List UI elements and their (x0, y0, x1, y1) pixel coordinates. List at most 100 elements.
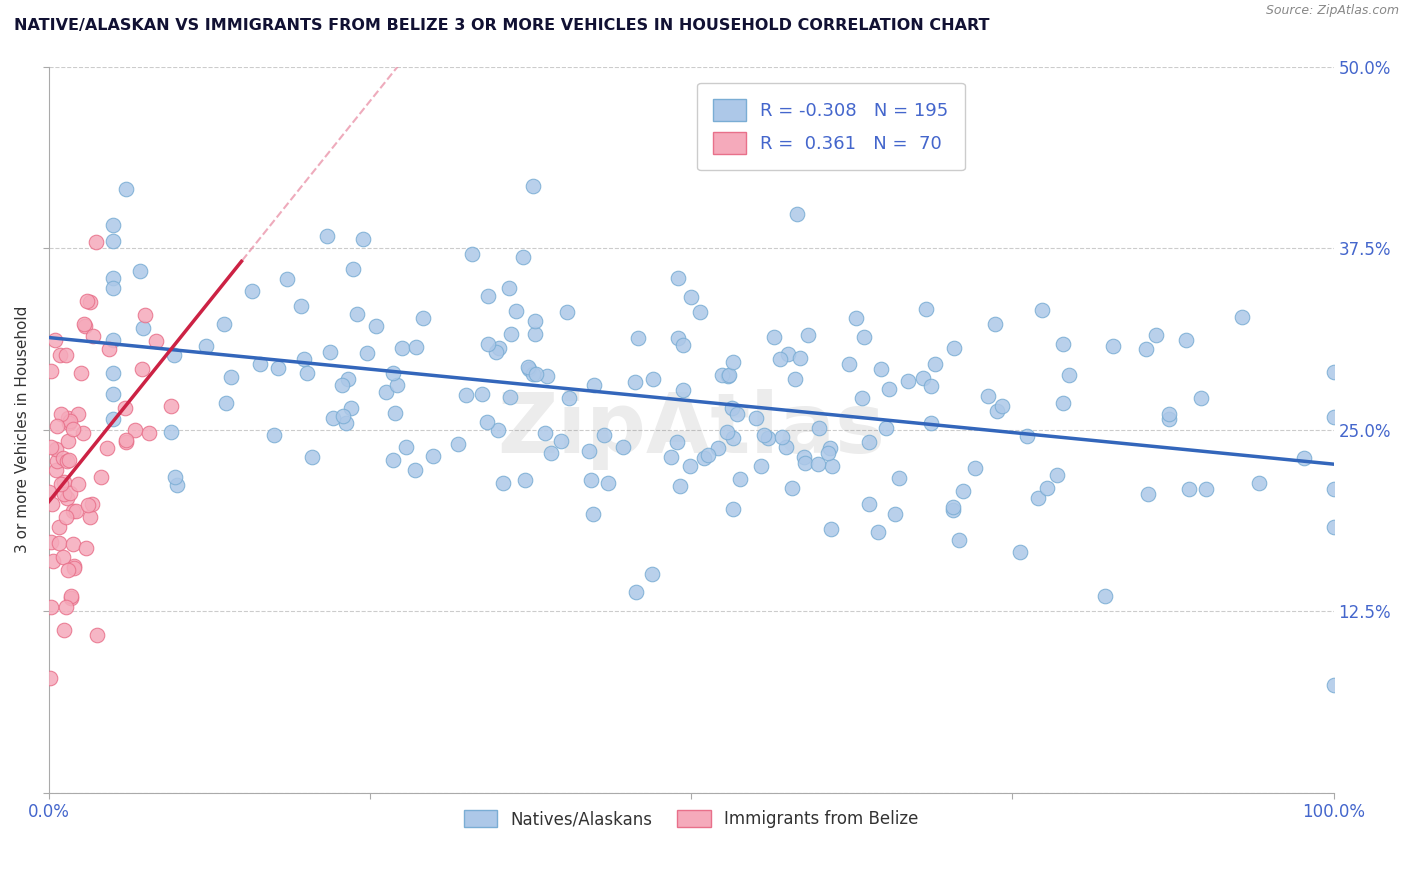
Point (1175, 334, 1198, 348)
Point (42, 554, 65, 568)
Point (838, 357, 860, 371)
Point (49, 407, 72, 421)
Point (454, 387, 477, 401)
Point (352, 232, 374, 246)
Point (46, 454, 69, 468)
Point (55, 600, 77, 615)
Point (58, 486, 80, 500)
Point (52, 623, 75, 637)
Point (681, 290, 703, 304)
Point (470, 387, 492, 401)
Point (82, 329, 104, 343)
Point (752, 427, 775, 442)
Point (505, 304, 527, 318)
Point (1157, 412, 1180, 426)
Point (1322, 678, 1344, 692)
Point (342, 261, 364, 276)
Point (624, 375, 647, 389)
Point (55, 454, 77, 468)
Point (240, 284, 263, 298)
Point (770, 430, 793, 444)
Point (46, 419, 69, 434)
Point (59, 414, 82, 428)
Point (163, 470, 186, 484)
Point (952, 483, 974, 498)
Point (721, 502, 744, 516)
Point (915, 302, 938, 317)
Point (669, 479, 692, 493)
Point (477, 289, 499, 303)
Point (45, 462, 67, 476)
Point (499, 391, 522, 405)
Point (159, 425, 181, 439)
Point (382, 452, 405, 467)
Point (817, 446, 839, 460)
Point (301, 450, 323, 465)
Point (948, 533, 970, 548)
Point (114, 434, 136, 448)
Point (115, 182, 138, 196)
Point (48, 348, 70, 362)
Point (60, 590, 83, 604)
Point (52, 549, 75, 564)
Legend: Natives/Alaskans, Immigrants from Belize: Natives/Alaskans, Immigrants from Belize (457, 804, 925, 835)
Point (39, 535, 62, 549)
Point (756, 431, 779, 445)
Point (522, 367, 544, 381)
Point (866, 524, 889, 539)
Point (730, 472, 752, 486)
Point (1195, 482, 1218, 496)
Text: NATIVE/ALASKAN VS IMMIGRANTS FROM BELIZE 3 OR MORE VEHICLES IN HOUSEHOLD CORRELA: NATIVE/ALASKAN VS IMMIGRANTS FROM BELIZE… (14, 18, 990, 33)
Point (769, 352, 792, 367)
Point (62, 537, 84, 551)
Point (797, 327, 820, 342)
Point (101, 271, 124, 285)
Point (101, 387, 124, 401)
Point (67, 407, 90, 421)
Point (160, 399, 183, 413)
Point (101, 281, 124, 295)
Point (70, 366, 93, 380)
Point (858, 435, 880, 450)
Point (53, 475, 76, 489)
Point (852, 330, 875, 344)
Point (422, 449, 444, 463)
Point (1178, 483, 1201, 497)
Point (405, 340, 427, 354)
Point (720, 401, 742, 415)
Point (62, 422, 84, 436)
Point (56, 491, 79, 505)
Point (131, 320, 153, 334)
Point (38, 485, 60, 500)
Point (56, 411, 79, 425)
Point (1052, 337, 1074, 351)
Point (578, 443, 600, 458)
Point (858, 497, 880, 511)
Point (1249, 475, 1271, 490)
Point (884, 508, 907, 522)
Point (976, 389, 998, 403)
Point (76, 293, 98, 308)
Point (780, 481, 803, 495)
Text: Source: ZipAtlas.com: Source: ZipAtlas.com (1265, 4, 1399, 18)
Point (1026, 491, 1049, 506)
Point (991, 399, 1014, 413)
Point (1322, 410, 1344, 425)
Point (330, 378, 353, 392)
Point (39, 441, 62, 455)
Point (1052, 395, 1074, 409)
Point (58, 452, 80, 467)
Point (332, 409, 354, 423)
Point (1101, 339, 1123, 353)
Point (524, 326, 547, 341)
Point (404, 463, 426, 477)
Point (751, 458, 773, 473)
Point (79, 510, 101, 524)
Point (1045, 467, 1067, 482)
Point (86, 628, 108, 642)
Point (696, 448, 718, 462)
Point (58, 417, 80, 431)
Point (1136, 487, 1159, 501)
Point (1157, 407, 1180, 421)
Point (627, 331, 650, 345)
